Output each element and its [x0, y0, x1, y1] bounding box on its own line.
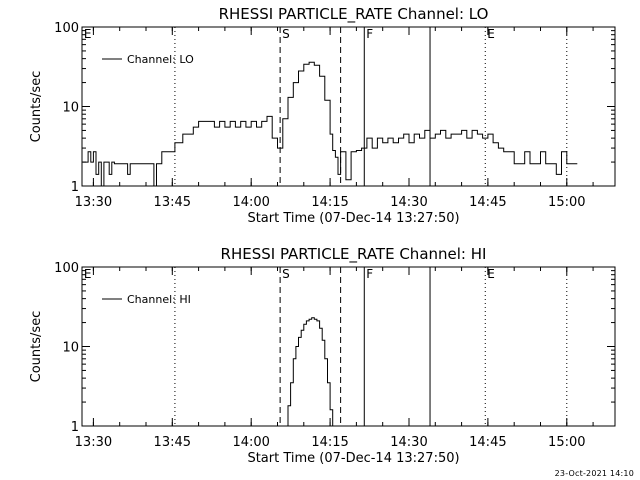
- plot-frame: [81, 266, 616, 427]
- y-tick-label: 1: [71, 420, 79, 435]
- plot-timestamp: 23-Oct-2021 14:10: [554, 469, 634, 478]
- x-tick-label: 14:00: [232, 195, 269, 210]
- x-tick-label: 13:30: [75, 195, 112, 210]
- x-tick-label: 14:00: [232, 435, 269, 450]
- x-tick-label: 13:45: [154, 435, 191, 450]
- x-tick-label: 14:15: [311, 195, 348, 210]
- marker-label: F: [366, 267, 373, 281]
- series-line: [82, 61, 578, 186]
- legend: Channel: HI: [102, 293, 191, 306]
- chart-title: RHESSI PARTICLE_RATE Channel: LO: [219, 5, 489, 24]
- x-tick-label: 14:30: [390, 195, 427, 210]
- marker-label: F: [366, 27, 373, 41]
- marker-label: E: [84, 27, 92, 41]
- y-axis-label: Counts/sec: [29, 71, 44, 143]
- chart-title: RHESSI PARTICLE_RATE Channel: HI: [221, 245, 487, 264]
- marker-label: E: [487, 267, 495, 281]
- marker-label: E: [84, 267, 92, 281]
- x-tick-label: 14:30: [390, 435, 427, 450]
- x-axis-label: Start Time (07-Dec-14 13:27:50): [247, 211, 459, 226]
- y-tick-label: 100: [54, 21, 79, 36]
- x-tick-label: 15:00: [548, 435, 585, 450]
- legend: Channel: LO: [102, 53, 194, 66]
- y-tick-label: 10: [62, 341, 79, 356]
- y-axis-label: Counts/sec: [29, 311, 44, 383]
- marker-label: S: [282, 27, 290, 41]
- legend-label: Channel: LO: [127, 53, 194, 66]
- chart-panel-lo: RHESSI PARTICLE_RATE Channel: LO Start Ti…: [29, 5, 616, 226]
- x-tick-label: 13:30: [75, 435, 112, 450]
- y-tick-label: 10: [62, 101, 79, 116]
- x-tick-label: 14:45: [469, 435, 506, 450]
- x-axis-label: Start Time (07-Dec-14 13:27:50): [247, 451, 459, 466]
- y-tick-label: 1: [71, 180, 79, 195]
- x-tick-label: 14:45: [469, 195, 506, 210]
- series-line: [285, 317, 334, 426]
- marker-label: E: [487, 27, 495, 41]
- legend-label: Channel: HI: [127, 293, 191, 306]
- x-tick-label: 15:00: [548, 195, 585, 210]
- chart-panel-hi: RHESSI PARTICLE_RATE Channel: HI Start Ti…: [29, 245, 616, 466]
- y-tick-label: 100: [54, 261, 79, 276]
- x-tick-label: 13:45: [154, 195, 191, 210]
- x-tick-label: 14:15: [311, 435, 348, 450]
- marker-label: S: [282, 267, 290, 281]
